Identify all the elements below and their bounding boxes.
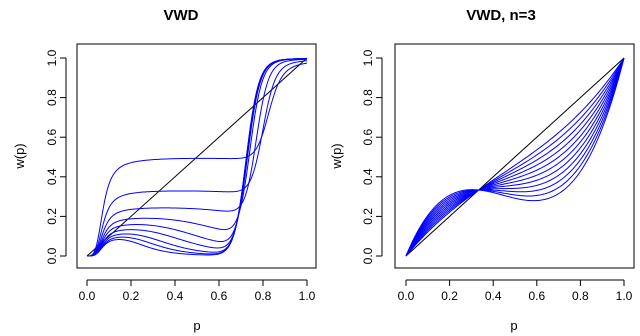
x-tick-label: 0.8: [572, 289, 589, 303]
y-tick-label: 0.2: [45, 208, 59, 225]
y-tick-label: 0.8: [361, 89, 375, 106]
series-curve: [405, 57, 625, 257]
x-tick-label: 0.0: [79, 289, 96, 303]
y-tick-label: 0.6: [361, 129, 375, 146]
x-tick-label: 0.6: [528, 289, 545, 303]
y-tick-label: 1.0: [361, 49, 375, 66]
series-curve: [405, 57, 625, 257]
y-axis-title: w(p): [12, 143, 27, 169]
chart-vwd-n3: VWD, n=3 p w(p) 0.0 0.2 0.4 0.6 0.8 1.0 0.00.…: [329, 7, 635, 333]
series-curve: [405, 57, 625, 257]
reference-line: [86, 57, 308, 257]
y-tick-label: 0.0: [361, 247, 375, 264]
x-tick-label: 0.2: [123, 289, 140, 303]
plot-frame: [394, 43, 635, 269]
chart-vwd: VWD p w(p) 0.0 0.2 0.4 0.6 0.8 1.0 0.00.20.40…: [12, 7, 317, 333]
y-tick-label: 1.0: [45, 49, 59, 66]
y-axis: 0.0 0.2 0.4 0.6 0.8 1.0: [45, 49, 67, 264]
series-curve: [405, 57, 625, 257]
series-curve: [405, 57, 625, 257]
plot-area: [86, 57, 308, 257]
series-curve: [405, 57, 625, 257]
y-tick-label: 0.4: [45, 168, 59, 185]
x-axis: 0.0 0.2 0.4 0.6 0.8 1.0: [79, 279, 316, 303]
series-curve: [86, 60, 308, 257]
series-curve: [86, 62, 308, 257]
series-curve: [405, 57, 625, 257]
x-tick-label: 0.0: [398, 289, 415, 303]
plot-area: [405, 57, 625, 257]
x-tick-label: 0.2: [441, 289, 458, 303]
y-tick-label: 0.0: [45, 247, 59, 264]
x-tick-label: 1.0: [299, 289, 316, 303]
reference-line: [405, 57, 625, 257]
x-tick-label: 0.4: [167, 289, 184, 303]
y-tick-label: 0.4: [361, 168, 375, 185]
plot-frame: [76, 43, 317, 269]
series-curve: [405, 57, 625, 257]
series-curve: [86, 58, 308, 257]
series-curve: [405, 57, 625, 257]
y-tick-label: 0.2: [361, 208, 375, 225]
x-tick-label: 0.4: [485, 289, 502, 303]
series-curve: [86, 58, 308, 257]
x-axis: 0.0 0.2 0.4 0.6 0.8 1.0: [398, 279, 633, 303]
y-axis-title: w(p): [329, 143, 344, 169]
series-curve: [87, 58, 308, 257]
series-curve: [405, 57, 625, 257]
y-axis: 0.0 0.2 0.4 0.6 0.8 1.0: [361, 49, 383, 264]
chart-title: VWD, n=3: [466, 7, 536, 24]
x-tick-label: 0.6: [211, 289, 228, 303]
chart-title: VWD: [164, 7, 199, 24]
x-tick-label: 0.8: [255, 289, 272, 303]
series-curve: [405, 57, 625, 257]
y-tick-label: 0.6: [45, 129, 59, 146]
y-tick-label: 0.8: [45, 89, 59, 106]
x-axis-title: p: [510, 318, 517, 333]
x-axis-title: p: [193, 318, 200, 333]
x-tick-label: 1.0: [616, 289, 633, 303]
